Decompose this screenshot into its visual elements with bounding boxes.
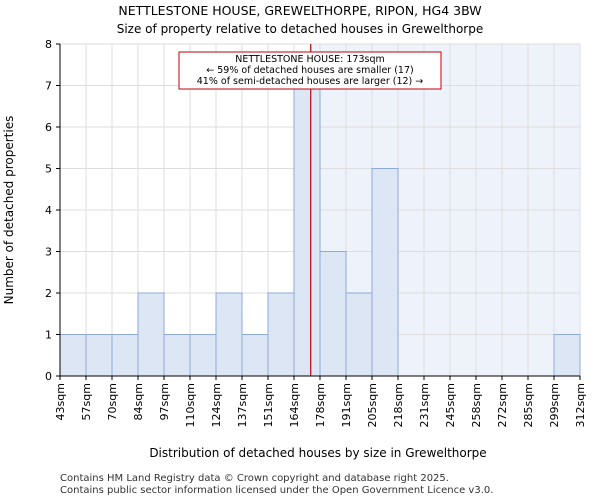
x-tick-label: 124sqm xyxy=(210,383,223,427)
axes xyxy=(56,43,581,380)
x-tick-label: 285sqm xyxy=(522,383,535,427)
bar xyxy=(345,292,373,377)
annotation-line-2: ← 59% of detached houses are smaller (17… xyxy=(206,65,413,76)
x-tick-label: 97sqm xyxy=(158,383,171,420)
x-tick-label: 231sqm xyxy=(418,383,431,427)
y-tick-label: 5 xyxy=(45,163,52,176)
y-tick-label: 7 xyxy=(45,80,52,93)
chart-title: NETTLESTONE HOUSE, GREWELTHORPE, RIPON, … xyxy=(118,3,481,18)
bar xyxy=(267,292,295,377)
bar xyxy=(293,85,321,377)
bar xyxy=(111,334,139,377)
bar xyxy=(553,334,581,377)
bar xyxy=(215,292,243,377)
x-tick-label: 299sqm xyxy=(548,383,561,427)
x-tick-label: 191sqm xyxy=(340,383,353,427)
annotation-line-3: 41% of semi-detached houses are larger (… xyxy=(197,76,424,87)
x-tick-label: 164sqm xyxy=(288,383,301,427)
footer-line-2: Contains public sector information licen… xyxy=(60,485,494,496)
y-tick-label: 6 xyxy=(45,121,52,134)
bar xyxy=(241,334,269,377)
x-axis-label: Distribution of detached houses by size … xyxy=(149,446,486,460)
annotation-line-1: NETTLESTONE HOUSE: 173sqm xyxy=(235,54,384,65)
y-axis-label: Number of detached properties xyxy=(2,116,16,305)
x-tick-label: 151sqm xyxy=(262,383,275,427)
chart-subtitle: Size of property relative to detached ho… xyxy=(117,22,484,36)
bar xyxy=(85,334,113,377)
bar xyxy=(319,251,347,377)
footer-line-1: Contains HM Land Registry data © Crown c… xyxy=(60,473,449,484)
x-tick-label: 245sqm xyxy=(444,383,457,427)
y-tick-label: 0 xyxy=(45,370,52,383)
y-tick-label: 4 xyxy=(45,204,52,217)
bar xyxy=(59,334,87,377)
x-tick-label: 205sqm xyxy=(366,383,379,427)
x-tick-label: 272sqm xyxy=(496,383,509,427)
bars-group xyxy=(59,85,581,377)
x-tick-label: 137sqm xyxy=(236,383,249,427)
bar xyxy=(137,292,165,377)
x-tick-label: 57sqm xyxy=(80,383,93,420)
x-tick-label: 258sqm xyxy=(470,383,483,427)
x-tick-labels: 43sqm 57sqm 70sqm 84sqm 97sqm 110sqm 124sqm 137… xyxy=(54,383,587,427)
annotation-box: NETTLESTONE HOUSE: 173sqm ← 59% of detac… xyxy=(178,51,442,90)
bar xyxy=(163,334,191,377)
x-tick-label: 110sqm xyxy=(184,383,197,427)
x-tick-label: 84sqm xyxy=(132,383,145,420)
y-tick-labels: 0 1 2 3 4 5 6 7 8 xyxy=(45,38,52,383)
x-tick-label: 312sqm xyxy=(574,383,587,427)
y-tick-label: 1 xyxy=(45,329,52,342)
y-tick-label: 3 xyxy=(45,246,52,259)
y-tick-label: 8 xyxy=(45,38,52,51)
x-tick-label: 218sqm xyxy=(392,383,405,427)
x-tick-label: 70sqm xyxy=(106,383,119,420)
y-tick-label: 2 xyxy=(45,287,52,300)
x-tick-label: 178sqm xyxy=(314,383,327,427)
bar xyxy=(371,168,399,377)
x-tick-label: 43sqm xyxy=(54,383,67,420)
bar xyxy=(189,334,217,377)
